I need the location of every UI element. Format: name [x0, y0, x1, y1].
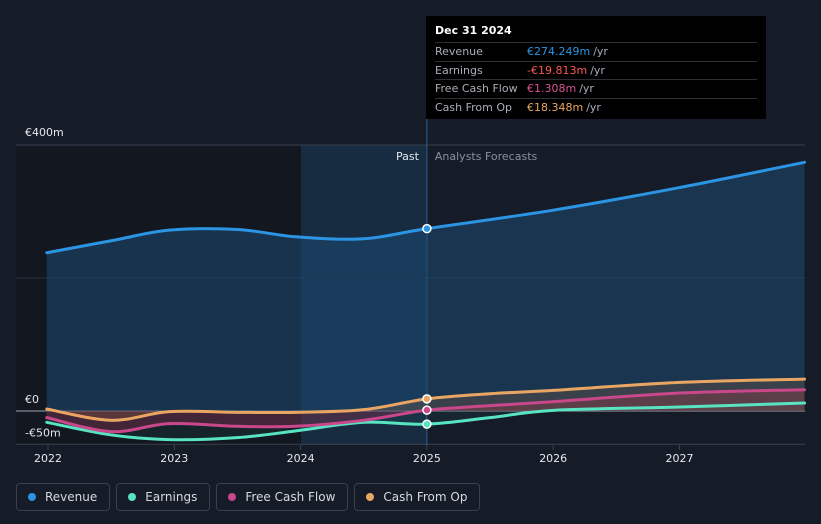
tooltip-value: €274.249m	[527, 45, 591, 58]
tooltip-label: Cash From Op	[435, 100, 513, 114]
tooltip-unit: /yr	[590, 63, 605, 77]
dot-free-cash-flow	[422, 405, 432, 415]
tooltip-value: €18.348m	[527, 100, 584, 114]
hover-dots	[422, 223, 432, 429]
legend-label: Cash From Op	[383, 490, 468, 504]
x-tick-label: 2024	[287, 452, 315, 465]
tooltip-unit: /yr	[579, 82, 594, 95]
line-revenue	[45, 160, 807, 255]
tooltip-row-earnings: Earnings -€19.813m /yr	[435, 60, 757, 80]
legend-dot-icon	[128, 493, 137, 501]
tooltip-row-revenue: Revenue €274.249m /yr	[435, 42, 757, 61]
tooltip-row-cash-from-op: Cash From Op €18.348m /yr	[435, 97, 757, 117]
legend-label: Free Cash Flow	[245, 490, 336, 504]
legend-dot-icon	[228, 493, 237, 501]
tooltip-label: Free Cash Flow	[435, 82, 518, 95]
legend-item-cash-from-op[interactable]: Cash From Op	[354, 483, 481, 511]
series-lines	[45, 160, 807, 442]
tooltip-row-free-cash-flow: Free Cash Flow €1.308m /yr	[435, 79, 757, 98]
legend-dot-icon	[28, 493, 36, 501]
x-tick-label: 2027	[666, 452, 694, 465]
tooltip-value: €1.308m	[527, 82, 577, 95]
past-label: Past	[396, 150, 420, 163]
tooltip-value: -€19.813m	[527, 63, 588, 77]
dot-revenue	[422, 223, 432, 234]
forecast-label: Analysts Forecasts	[435, 150, 538, 163]
y-label-zero: €0	[25, 393, 39, 406]
tooltip-unit: /yr	[586, 100, 601, 114]
line-earnings	[45, 401, 807, 442]
dot-cash-from-op	[422, 394, 432, 404]
tooltip-label: Revenue	[435, 45, 483, 58]
legend-label: Revenue	[45, 490, 98, 504]
legend-label: Earnings	[145, 490, 198, 504]
hover-tooltip: Dec 31 2024 Revenue €274.249m /yr Earnin…	[426, 16, 766, 119]
line-free-cash-flow	[45, 388, 807, 434]
dot-earnings	[422, 419, 432, 429]
chart-legend: Revenue Earnings Free Cash Flow Cash Fro…	[16, 483, 481, 511]
y-label-top: €400m	[25, 126, 64, 139]
x-tick-label: 2023	[160, 452, 188, 465]
legend-item-earnings[interactable]: Earnings	[116, 483, 211, 511]
axis-labels: €400m €0 -€50m 2022 2023 2024 2025 2026 2027 Past…	[25, 126, 694, 465]
y-label-bottom: -€50m	[25, 426, 61, 439]
x-tick-label: 2025	[413, 452, 441, 465]
tooltip-unit: /yr	[593, 45, 608, 58]
tooltip-label: Earnings	[435, 63, 483, 77]
area-revenue	[46, 162, 805, 411]
tooltip-date: Dec 31 2024	[435, 24, 512, 37]
x-tick-label: 2026	[539, 452, 567, 465]
x-tick-label: 2022	[34, 452, 62, 465]
legend-item-free-cash-flow[interactable]: Free Cash Flow	[216, 483, 349, 511]
legend-item-revenue[interactable]: Revenue	[16, 483, 111, 511]
line-cash-from-op	[45, 377, 807, 422]
legend-dot-icon	[366, 493, 375, 501]
